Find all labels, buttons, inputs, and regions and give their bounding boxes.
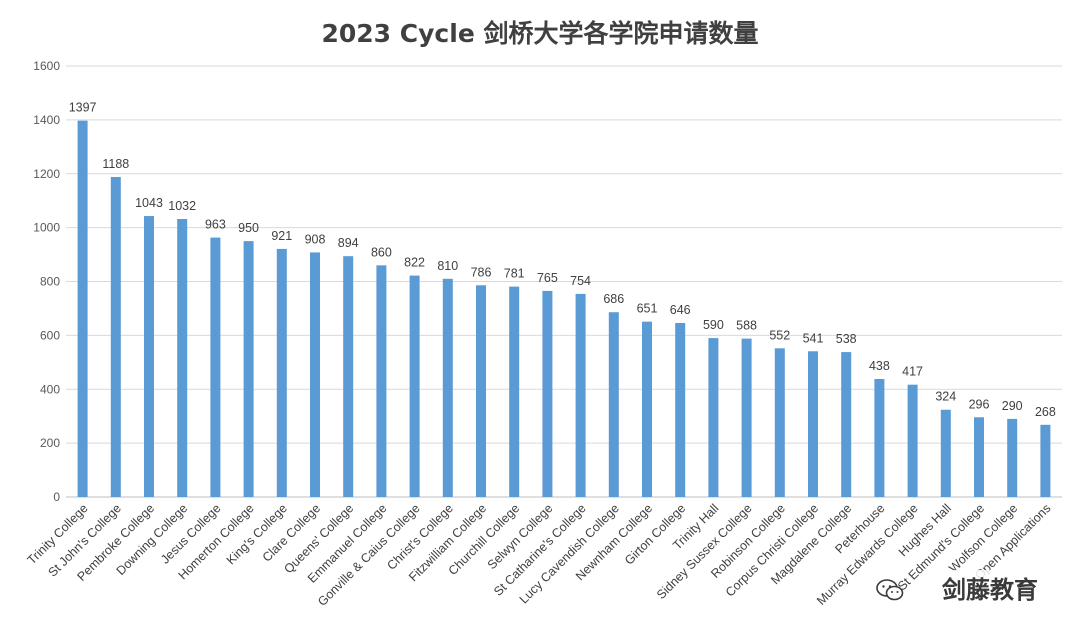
- y-axis-ticks: 0 200 400 600 800 1000 1200 1400 1600: [33, 59, 60, 504]
- bar: [210, 237, 221, 498]
- bar: [974, 417, 984, 497]
- data-label: 781: [504, 267, 525, 281]
- data-label: 552: [769, 328, 790, 342]
- data-label: 324: [935, 390, 956, 404]
- data-labels: 1397 1188 1043 1032 963 950 921 908 894 860 822 810…: [69, 101, 1056, 419]
- data-label: 1188: [102, 157, 129, 171]
- y-tick-label: 400: [40, 382, 60, 396]
- data-label: 541: [803, 331, 824, 345]
- chart-title: 2023 Cycle 剑桥大学各学院申请数量: [321, 19, 759, 48]
- data-label: 438: [869, 359, 890, 373]
- data-label: 686: [603, 292, 624, 306]
- data-label: 950: [238, 221, 259, 235]
- data-label: 921: [271, 229, 292, 243]
- bars: [77, 120, 1051, 498]
- data-label: 786: [471, 265, 492, 279]
- y-tick-label: 1400: [33, 113, 60, 127]
- bar: [575, 293, 586, 497]
- data-label: 538: [836, 332, 857, 346]
- data-label: 646: [670, 303, 691, 317]
- data-label: 1397: [69, 101, 97, 115]
- data-label: 963: [205, 218, 226, 232]
- bar: [110, 176, 121, 498]
- bar: [144, 216, 154, 497]
- bar: [409, 275, 420, 497]
- y-tick-label: 1200: [33, 167, 60, 181]
- bar: [476, 285, 486, 497]
- y-tick-label: 600: [40, 328, 60, 342]
- gridlines: [66, 65, 1062, 498]
- bar: [741, 338, 752, 497]
- data-label: 1043: [135, 196, 163, 210]
- bar: [675, 322, 686, 497]
- wechat-icon: [876, 579, 904, 601]
- data-label: 268: [1035, 405, 1056, 419]
- watermark-brand: 剑藤教育: [938, 570, 1042, 605]
- bar: [376, 265, 387, 497]
- data-label: 860: [371, 245, 392, 259]
- bar: [310, 252, 320, 497]
- data-label: 765: [537, 271, 558, 285]
- data-label: 822: [404, 256, 425, 270]
- bar: [774, 348, 785, 497]
- data-label: 590: [703, 318, 724, 332]
- bar: [542, 290, 553, 497]
- data-label: 290: [1002, 399, 1023, 413]
- bar: [1007, 418, 1018, 497]
- y-tick-label: 1000: [33, 221, 60, 235]
- bar: [177, 219, 188, 497]
- bar: [1040, 424, 1051, 497]
- bar: [608, 312, 619, 497]
- y-tick-label: 200: [40, 436, 60, 450]
- bar: [874, 379, 885, 497]
- bar: [708, 338, 719, 497]
- data-label: 810: [437, 259, 458, 273]
- data-label: 754: [570, 274, 591, 288]
- data-label: 417: [902, 365, 923, 379]
- bar: [907, 384, 918, 497]
- data-label: 651: [637, 302, 658, 316]
- y-tick-label: 0: [53, 490, 60, 504]
- bar: [642, 321, 652, 497]
- data-label: 296: [969, 397, 990, 411]
- bar: [343, 256, 354, 497]
- bar: [940, 409, 951, 497]
- bar: [276, 248, 287, 497]
- bar: [442, 278, 453, 497]
- bar: [841, 352, 852, 497]
- bar: [808, 351, 818, 497]
- data-label: 894: [338, 236, 359, 250]
- y-tick-label: 1600: [33, 59, 60, 73]
- bar: [77, 120, 88, 497]
- data-label: 908: [305, 232, 326, 246]
- y-tick-label: 800: [40, 275, 60, 289]
- data-label: 588: [736, 319, 757, 333]
- bar: [509, 286, 520, 497]
- bar: [243, 241, 254, 497]
- data-label: 1032: [168, 199, 196, 213]
